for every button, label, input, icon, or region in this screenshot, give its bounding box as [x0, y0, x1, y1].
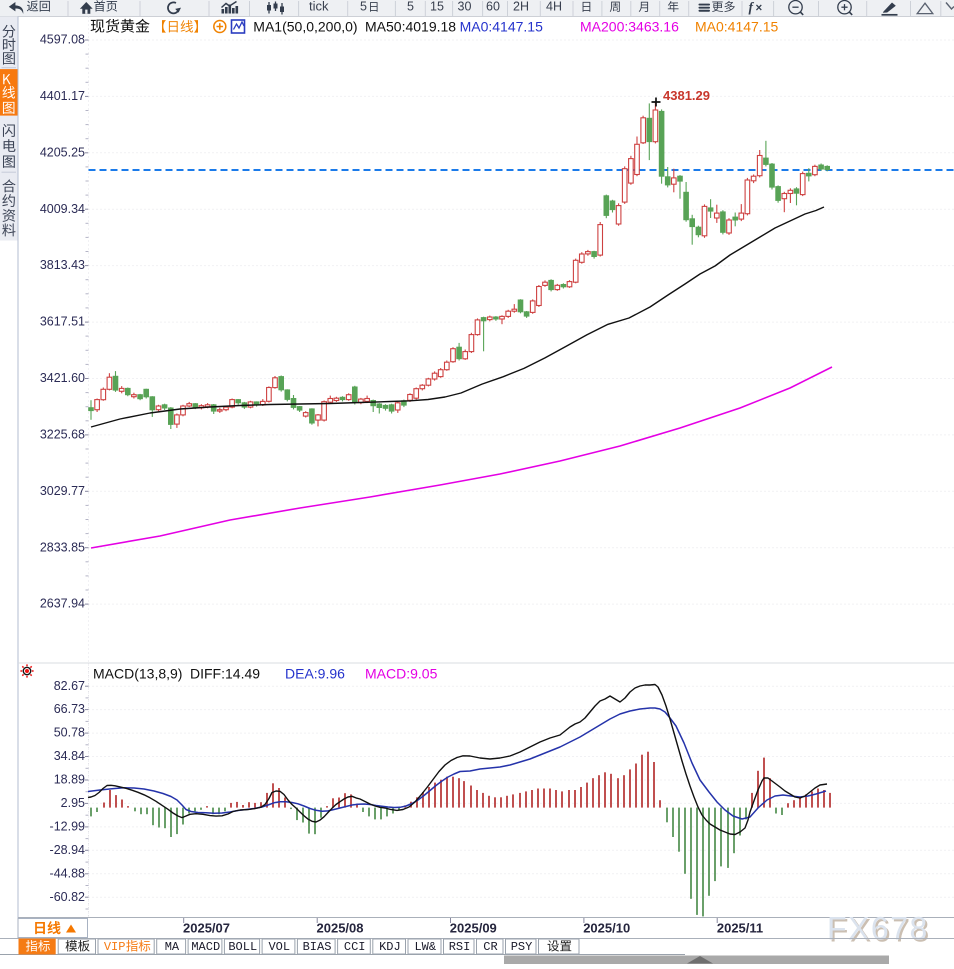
svg-text:MA0:4147.15: MA0:4147.15: [695, 19, 778, 35]
svg-text:50.78: 50.78: [54, 726, 85, 740]
svg-text:BOLL: BOLL: [228, 940, 257, 954]
svg-text:×: ×: [756, 3, 763, 15]
svg-text:60: 60: [486, 0, 500, 14]
svg-text:PSY: PSY: [511, 940, 533, 954]
svg-text:MA: MA: [165, 940, 180, 954]
svg-text:2833.85: 2833.85: [40, 540, 85, 554]
svg-text:18.89: 18.89: [54, 773, 85, 787]
svg-text:4597.08: 4597.08: [40, 33, 85, 47]
svg-text:4381.29: 4381.29: [663, 88, 710, 103]
svg-text:34.84: 34.84: [54, 749, 85, 763]
svg-text:DIFF:14.49: DIFF:14.49: [190, 666, 260, 682]
svg-text:-44.88: -44.88: [50, 866, 85, 880]
svg-text:2H: 2H: [513, 0, 529, 14]
svg-text:4205.25: 4205.25: [40, 145, 85, 159]
svg-text:2025/08: 2025/08: [317, 920, 364, 935]
svg-text:MA1(50,0,200,0): MA1(50,0,200,0): [253, 19, 357, 35]
svg-text:-12.99: -12.99: [50, 820, 85, 834]
svg-text:BIAS: BIAS: [303, 940, 332, 954]
svg-text:tick: tick: [309, 0, 329, 14]
svg-text:LW&: LW&: [414, 940, 436, 954]
svg-text:30: 30: [458, 0, 472, 14]
svg-text:4009.34: 4009.34: [40, 202, 85, 216]
svg-text:CR: CR: [483, 940, 497, 954]
svg-text:2.95: 2.95: [61, 796, 85, 810]
svg-text:-28.94: -28.94: [50, 843, 85, 857]
svg-text:VIP: VIP: [104, 940, 126, 954]
svg-text:3225.68: 3225.68: [40, 428, 85, 442]
svg-text:82.67: 82.67: [54, 679, 85, 693]
svg-text:2637.94: 2637.94: [40, 597, 85, 611]
svg-text:MA50:4019.18: MA50:4019.18: [365, 19, 456, 35]
svg-text:DEA:9.96: DEA:9.96: [285, 666, 345, 682]
svg-text:-60.82: -60.82: [50, 890, 85, 904]
svg-text:VOL: VOL: [268, 940, 290, 954]
svg-text:3813.43: 3813.43: [40, 258, 85, 272]
svg-text:2025/10: 2025/10: [583, 920, 630, 935]
svg-text:2025/09: 2025/09: [450, 920, 497, 935]
svg-text:f: f: [749, 0, 755, 15]
svg-text:3617.51: 3617.51: [40, 315, 85, 329]
svg-text:CCI: CCI: [344, 940, 366, 954]
svg-text:MACD:9.05: MACD:9.05: [365, 666, 438, 682]
svg-text:MA0:4147.15: MA0:4147.15: [460, 19, 543, 35]
svg-text:4H: 4H: [546, 0, 562, 14]
svg-text:3421.60: 3421.60: [40, 371, 85, 385]
svg-text:MACD: MACD: [191, 940, 220, 954]
svg-text:2025/11: 2025/11: [717, 920, 763, 935]
svg-text:4401.17: 4401.17: [40, 89, 85, 103]
svg-text:FX678: FX678: [827, 911, 929, 947]
svg-text:5: 5: [407, 0, 414, 14]
svg-text:5: 5: [360, 0, 367, 14]
svg-text:3029.77: 3029.77: [40, 484, 85, 498]
svg-text:MACD(13,8,9): MACD(13,8,9): [93, 666, 182, 682]
svg-text:KDJ: KDJ: [379, 940, 401, 954]
svg-text:RSI: RSI: [449, 940, 471, 954]
svg-text:15: 15: [430, 0, 444, 14]
svg-text:MA200:3463.16: MA200:3463.16: [580, 19, 679, 35]
svg-text:66.73: 66.73: [54, 702, 85, 716]
svg-text:2025/07: 2025/07: [183, 920, 230, 935]
